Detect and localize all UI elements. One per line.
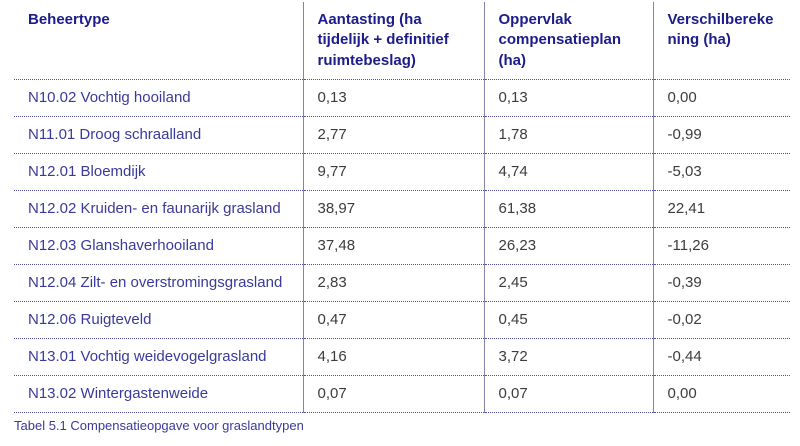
table-row: N12.04 Zilt- en overstromingsgrasland 2,… <box>14 264 790 302</box>
cell-oppervlak: 4,74 <box>483 153 653 191</box>
cell-beheertype: N13.02 Wintergastenweide <box>14 375 303 413</box>
cell-verschil: 22,41 <box>652 190 790 228</box>
cell-oppervlak: 61,38 <box>483 190 653 228</box>
table-row: N12.02 Kruiden- en faunarijk grasland 38… <box>14 190 790 228</box>
cell-verschil: -0,39 <box>652 264 790 302</box>
cell-oppervlak: 0,13 <box>483 79 653 117</box>
cell-verschil: -11,26 <box>652 227 790 265</box>
cell-beheertype: N12.02 Kruiden- en faunarijk grasland <box>14 190 303 228</box>
cell-aantasting: 2,77 <box>302 116 484 154</box>
cell-aantasting: 9,77 <box>302 153 484 191</box>
table-row: N12.06 Ruigteveld 0,47 0,45 -0,02 <box>14 301 790 339</box>
cell-beheertype: N12.04 Zilt- en overstromingsgrasland <box>14 264 303 302</box>
cell-oppervlak: 1,78 <box>483 116 653 154</box>
table-header-row: Beheertype Aantasting (ha tijdelijk + de… <box>14 2 790 80</box>
compensation-table: Beheertype Aantasting (ha tijdelijk + de… <box>14 2 790 413</box>
cell-oppervlak: 3,72 <box>483 338 653 376</box>
cell-oppervlak: 2,45 <box>483 264 653 302</box>
col-header-beheertype: Beheertype <box>14 2 303 80</box>
cell-verschil: 0,00 <box>652 375 790 413</box>
table-row: N10.02 Vochtig hooiland 0,13 0,13 0,00 <box>14 79 790 117</box>
cell-beheertype: N11.01 Droog schraalland <box>14 116 303 154</box>
document-page: Beheertype Aantasting (ha tijdelijk + de… <box>14 2 790 433</box>
cell-verschil: -0,44 <box>652 338 790 376</box>
cell-verschil: 0,00 <box>652 79 790 117</box>
table-row: N13.02 Wintergastenweide 0,07 0,07 0,00 <box>14 375 790 413</box>
cell-oppervlak: 0,45 <box>483 301 653 339</box>
cell-verschil: -5,03 <box>652 153 790 191</box>
cell-aantasting: 0,47 <box>302 301 484 339</box>
col-header-aantasting: Aantasting (ha tijdelijk + definitief ru… <box>302 2 484 80</box>
cell-beheertype: N12.06 Ruigteveld <box>14 301 303 339</box>
cell-beheertype: N10.02 Vochtig hooiland <box>14 79 303 117</box>
table-row: N12.03 Glanshaverhooiland 37,48 26,23 -1… <box>14 227 790 265</box>
cell-beheertype: N13.01 Vochtig weidevogelgrasland <box>14 338 303 376</box>
cell-aantasting: 4,16 <box>302 338 484 376</box>
cell-aantasting: 37,48 <box>302 227 484 265</box>
col-header-verschilberekening: Verschilberekening (ha) <box>652 2 790 80</box>
cell-aantasting: 38,97 <box>302 190 484 228</box>
cell-aantasting: 2,83 <box>302 264 484 302</box>
col-header-oppervlak: Oppervlak compensatieplan (ha) <box>483 2 653 80</box>
cell-aantasting: 0,07 <box>302 375 484 413</box>
table-row: N12.01 Bloemdijk 9,77 4,74 -5,03 <box>14 153 790 191</box>
cell-aantasting: 0,13 <box>302 79 484 117</box>
cell-oppervlak: 0,07 <box>483 375 653 413</box>
cell-verschil: -0,99 <box>652 116 790 154</box>
table-row: N13.01 Vochtig weidevogelgrasland 4,16 3… <box>14 338 790 376</box>
cell-oppervlak: 26,23 <box>483 227 653 265</box>
cell-verschil: -0,02 <box>652 301 790 339</box>
cell-beheertype: N12.01 Bloemdijk <box>14 153 303 191</box>
cell-beheertype: N12.03 Glanshaverhooiland <box>14 227 303 265</box>
table-caption: Tabel 5.1 Compensatieopgave voor graslan… <box>14 417 304 433</box>
table-row: N11.01 Droog schraalland 2,77 1,78 -0,99 <box>14 116 790 154</box>
